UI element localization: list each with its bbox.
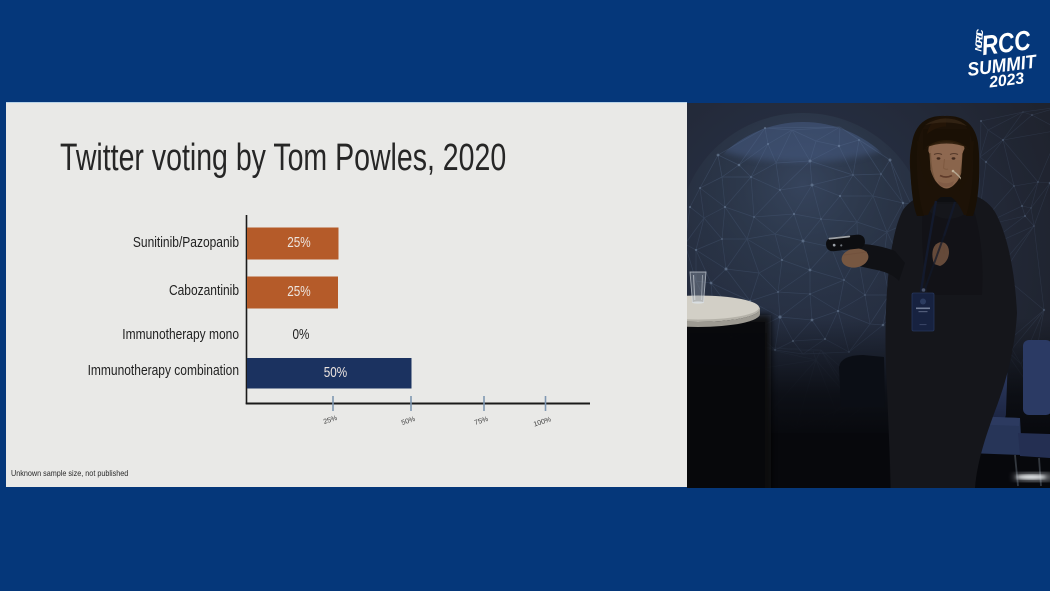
- svg-text:RCC: RCC: [980, 24, 1033, 61]
- svg-text:NORDIC: NORDIC: [973, 29, 986, 52]
- svg-text:25%: 25%: [323, 415, 338, 426]
- svg-text:2023: 2023: [987, 70, 1025, 91]
- svg-text:50%: 50%: [401, 416, 416, 427]
- svg-text:75%: 75%: [474, 416, 489, 427]
- svg-text:100%: 100%: [533, 416, 552, 428]
